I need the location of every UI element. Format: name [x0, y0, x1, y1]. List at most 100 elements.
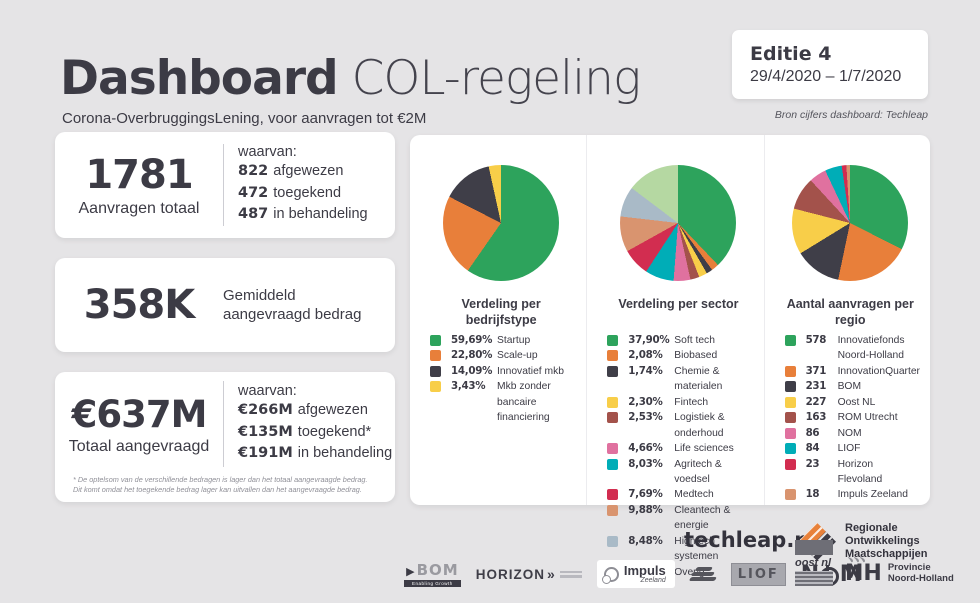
chart-bedrijfstype: Verdeling per bedrijfstype 59,69% Startup…: [410, 135, 588, 505]
legend-value: 2,08%: [628, 349, 663, 362]
legend-label: Logistiek & onderhoud: [674, 412, 725, 439]
card-total-applications: 1781 Aanvragen totaal waarvan: 822 afgewe…: [55, 132, 395, 238]
impuls-zeeland-logo: Impuls Zeeland: [596, 560, 675, 588]
average-amount-label-line1: Gemiddeld: [223, 286, 296, 304]
legend-value: 4,66%: [628, 442, 663, 455]
footnote-line1: * De optelsom van de verschillende bedra…: [73, 474, 368, 484]
legend-row: 9,88% Cleantech & energie: [603, 503, 753, 534]
legend-row: 2,08% Biobased: [603, 348, 753, 363]
nh-logo-text: Provincie Noord-Holland: [887, 562, 954, 585]
edition-date-range: 29/4/2020 – 1/7/2020: [750, 68, 902, 85]
innovationquarter-logo: [688, 567, 717, 581]
pie-bedrijfstype-legend: 59,69% Startup 22,80% Scale-up 14,09% Innovat…: [426, 333, 576, 426]
horizon-tagline-bars: [559, 570, 582, 578]
legend-swatch: [607, 350, 619, 362]
breakdown-label: toegekend: [273, 184, 342, 201]
legend-swatch: [430, 381, 441, 393]
legend-swatch: [430, 350, 441, 362]
legend-swatch: [607, 458, 619, 470]
legend-value: 8,03%: [628, 457, 663, 470]
legend-row: 59,69% Startup: [426, 333, 576, 348]
charts-panel: Verdeling per bedrijfstype 59,69% Startup…: [410, 135, 930, 578]
horizon-logo-text: HORIZON: [475, 566, 546, 582]
legend-label: ROM Utrecht: [837, 412, 898, 424]
applications-breakdown-list: 822 afgewezen 472 toegekend 487 in behandelin…: [238, 161, 368, 226]
breakdown-value: 822: [238, 162, 269, 179]
breakdown-row: 822 afgewezen: [238, 161, 368, 183]
legend-row: 37,90% Soft tech: [603, 333, 753, 348]
amount-breakdown-list: €266M afgewezen €135M toegekend* €191M in beh…: [238, 400, 392, 465]
legend-label: Startup: [497, 335, 531, 346]
edition-box: Editie 4 29/4/2020 – 1/7/2020: [732, 30, 928, 99]
legend-swatch: [607, 365, 619, 377]
card-total-requested: €637M Totaal aangevraagd waarvan: €266M a…: [55, 372, 395, 502]
nh-text-line2: Noord-Holland: [887, 573, 954, 584]
rom-text-line1: Regionale: [845, 522, 898, 534]
legend-row: 371 InnovationQuarter: [781, 364, 920, 379]
provincie-noord-holland-logo: ﹅﹅﹅ NH Provincie Noord-Holland: [845, 557, 954, 585]
legend-label: Agritech & voedsel: [674, 458, 722, 485]
legend-row: 23 Horizon Flevoland: [781, 457, 920, 488]
legend-value: 578: [805, 334, 827, 346]
legend-row: 84 LIOF: [781, 441, 920, 456]
stats-column: 1781 Aanvragen totaal waarvan: 822 afgewe…: [55, 132, 395, 522]
bom-triangle-icon: ▶: [406, 565, 416, 578]
legend-label: Oost NL: [837, 396, 876, 408]
legend-swatch: [607, 396, 619, 408]
pie-bedrijfstype: [443, 165, 560, 281]
legend-label: Innovatief mkb: [497, 365, 564, 377]
horizon-logo: HORIZON»: [476, 566, 582, 582]
total-applications-label: Aanvragen totaal: [78, 200, 200, 217]
legend-value: 37,90%: [628, 334, 670, 346]
legend-value: 7,69%: [628, 488, 663, 501]
legend-value: 14,09%: [451, 364, 493, 377]
legend-value: 1,74%: [628, 364, 663, 377]
legend-value: 9,88%: [628, 503, 663, 516]
breakdown-value: 487: [238, 206, 269, 223]
legend-label: Fintech: [674, 396, 709, 408]
legend-swatch: [784, 443, 796, 455]
nh-text-line1: Provincie: [887, 562, 931, 574]
bom-logo-text: BOM: [416, 561, 459, 579]
legend-swatch: [784, 381, 796, 393]
breakdown-row: €191M in behandeling: [238, 443, 392, 465]
legend-row: 86 NOM: [781, 426, 920, 441]
legend-swatch: [784, 335, 796, 346]
legend-row: 2,53% Logistiek & onderhoud: [603, 410, 753, 441]
legend-label: Horizon Flevoland: [837, 458, 883, 485]
breakdown-row: 472 toegekend: [238, 183, 368, 205]
rom-logo-text: Regionale Ontwikkelings Maatschappijen: [845, 522, 928, 562]
legend-swatch: [430, 335, 441, 346]
pie-regio-title: Aantal aanvragen per regio: [786, 297, 914, 327]
legend-row: 14,09% Innovatief mkb: [426, 364, 576, 379]
legend-row: 2,30% Fintech: [603, 395, 753, 410]
legend-swatch: [607, 443, 619, 455]
breakdown-row: €266M afgewezen: [238, 400, 392, 422]
oost-nl-logo-text: oost nl: [795, 557, 832, 569]
legend-row: 4,66% Life sciences: [603, 441, 753, 456]
legend-value: 23: [805, 457, 820, 470]
legend-row: 227 Oost NL: [781, 395, 920, 410]
legend-label: Biobased: [674, 350, 718, 362]
breakdown-row: €135M toegekend*: [238, 422, 392, 444]
edition-label: Editie 4: [750, 43, 832, 65]
footnote-line2: Dit komt omdat het toegekende bedrag lag…: [73, 484, 362, 494]
page-subtitle: Corona-OverbruggingsLening, voor aanvrag…: [62, 110, 427, 127]
impuls-logo-text: Impuls: [623, 563, 666, 578]
legend-swatch: [784, 365, 796, 377]
pie-regio: [792, 165, 909, 281]
legend-label: BOM: [837, 381, 862, 393]
chart-sector: Verdeling per sector 37,90% Soft tech 2,08…: [587, 135, 765, 578]
legend-swatch: [607, 489, 619, 501]
legend-swatch: [784, 427, 796, 439]
legend-label: Innovatiefonds Noord-Holland: [837, 335, 905, 362]
legend-row: 1,74% Chemie & materialen: [603, 364, 753, 395]
legend-value: 2,30%: [628, 395, 663, 408]
source-note: Bron cijfers dashboard: Techleap: [774, 109, 928, 121]
chart-regio: Aantal aanvragen per regio 578 Innovatief…: [765, 135, 930, 505]
horizon-chevrons-icon: »: [547, 566, 556, 582]
legend-value: 84: [805, 442, 820, 455]
average-amount-label: Gemiddeld aangevraagd bedrag: [223, 286, 361, 325]
impuls-logo-subtext: Zeeland: [640, 577, 666, 584]
page-title-light: COL-regeling: [337, 51, 642, 107]
